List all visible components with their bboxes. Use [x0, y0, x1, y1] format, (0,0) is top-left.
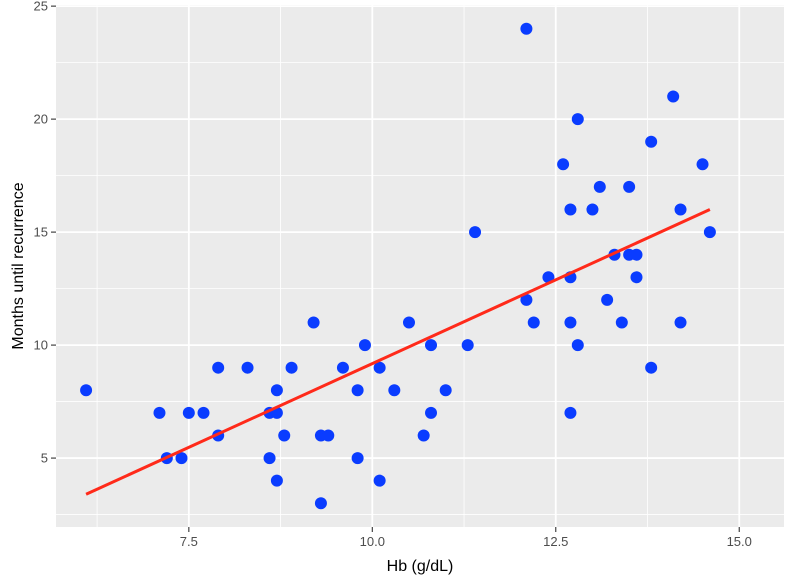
- data-point: [212, 361, 225, 374]
- data-point: [615, 316, 628, 329]
- data-point: [314, 497, 327, 510]
- data-point: [336, 361, 349, 374]
- data-point: [564, 406, 577, 419]
- data-point: [630, 271, 643, 284]
- data-point: [630, 248, 643, 261]
- data-point: [263, 452, 276, 465]
- data-point: [557, 158, 570, 171]
- data-point: [425, 406, 438, 419]
- data-point: [241, 361, 254, 374]
- data-point: [307, 316, 320, 329]
- data-point: [674, 203, 687, 216]
- data-point: [270, 474, 283, 487]
- data-point: [373, 474, 386, 487]
- data-point: [182, 406, 195, 419]
- data-point: [351, 452, 364, 465]
- data-point: [322, 429, 335, 442]
- y-tick-label: 10: [34, 338, 48, 353]
- data-point: [270, 384, 283, 397]
- data-point: [527, 316, 540, 329]
- data-point: [520, 293, 533, 306]
- data-point: [601, 293, 614, 306]
- y-tick-label: 5: [41, 451, 48, 466]
- data-point: [285, 361, 298, 374]
- data-point: [461, 339, 474, 352]
- regression-line: [85, 208, 711, 496]
- y-axis-title: Months until recurrence: [10, 182, 27, 349]
- x-tick-label: 12.5: [543, 534, 568, 549]
- x-tick-label: 15.0: [727, 534, 752, 549]
- x-tick-label: 7.5: [180, 534, 198, 549]
- data-point: [469, 226, 482, 239]
- data-point: [703, 226, 716, 239]
- data-point: [696, 158, 709, 171]
- data-point: [80, 384, 93, 397]
- data-point: [402, 316, 415, 329]
- data-point: [439, 384, 452, 397]
- data-point: [388, 384, 401, 397]
- y-tick-label: 15: [34, 225, 48, 240]
- grid-minor: [56, 5, 784, 527]
- data-point: [358, 339, 371, 352]
- data-point: [571, 113, 584, 126]
- data-point: [278, 429, 291, 442]
- data-point: [351, 384, 364, 397]
- y-axis: 5 10 15 20 25: [34, 0, 56, 466]
- data-point: [520, 22, 533, 35]
- data-point: [623, 180, 636, 193]
- y-tick-label: 25: [34, 0, 48, 14]
- data-point: [373, 361, 386, 374]
- data-point: [586, 203, 599, 216]
- data-points: [80, 22, 716, 510]
- data-point: [593, 180, 606, 193]
- data-point: [564, 316, 577, 329]
- data-point: [674, 316, 687, 329]
- grid-major: [56, 5, 784, 527]
- data-point: [667, 90, 680, 103]
- data-point: [645, 361, 658, 374]
- y-tick-label: 20: [34, 112, 48, 127]
- data-point: [425, 339, 438, 352]
- x-axis-title: Hb (g/dL): [387, 558, 454, 575]
- data-point: [417, 429, 430, 442]
- data-point: [153, 406, 166, 419]
- data-point: [175, 452, 188, 465]
- plot-panel: [56, 5, 784, 527]
- x-tick-label: 10.0: [360, 534, 385, 549]
- data-point: [571, 339, 584, 352]
- data-point: [645, 135, 658, 148]
- data-point: [197, 406, 210, 419]
- x-axis: 7.5 10.0 12.5 15.0: [180, 527, 752, 549]
- data-point: [564, 203, 577, 216]
